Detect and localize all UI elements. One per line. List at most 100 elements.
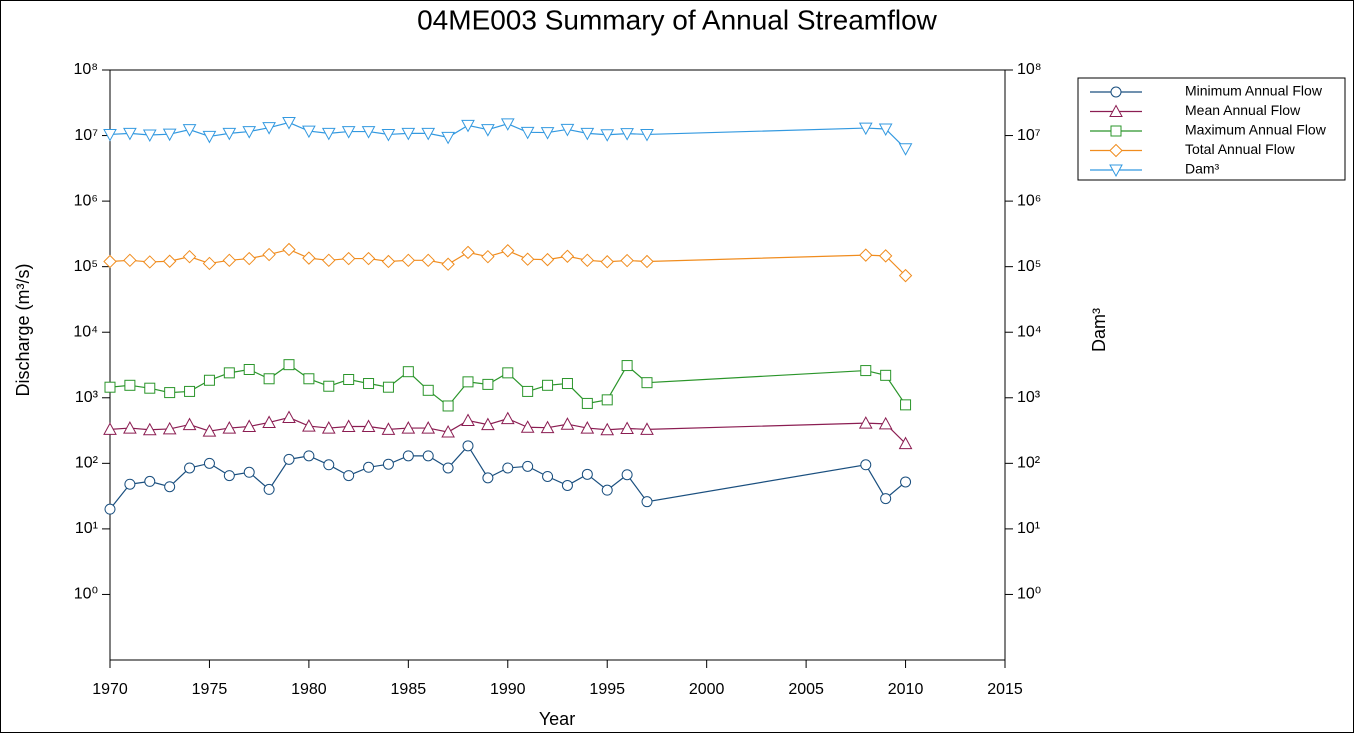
marker (860, 365, 872, 377)
marker (462, 440, 474, 452)
y-tick-label: 10⁵ (74, 258, 98, 275)
chart-title: 04ME003 Summary of Annual Streamflow (417, 4, 938, 35)
marker (561, 479, 573, 491)
marker (123, 253, 137, 268)
marker (143, 255, 157, 269)
marker (1109, 164, 1123, 178)
marker (860, 459, 872, 471)
marker (123, 127, 137, 141)
marker (343, 374, 355, 386)
marker (481, 249, 495, 264)
x-tick-label: 1995 (589, 681, 625, 698)
marker (560, 417, 575, 430)
y2-tick-label: 10¹ (1017, 520, 1040, 537)
marker (341, 419, 356, 432)
marker (242, 251, 256, 266)
x-tick-label: 2015 (987, 681, 1023, 698)
marker (382, 381, 394, 393)
x-tick-label: 2010 (888, 681, 924, 698)
marker (202, 130, 217, 144)
marker (263, 483, 275, 495)
legend-label: Minimum Annual Flow (1185, 83, 1323, 99)
y-tick-label: 10⁸ (73, 61, 98, 78)
marker (481, 124, 495, 137)
marker (223, 470, 235, 482)
marker (900, 476, 912, 488)
marker (858, 416, 873, 429)
marker (144, 382, 156, 394)
marker (580, 253, 595, 268)
marker (520, 420, 535, 433)
marker (501, 244, 515, 258)
marker (262, 247, 276, 262)
marker (184, 462, 196, 474)
marker (858, 122, 873, 136)
marker (421, 421, 436, 434)
y2-tick-label: 10³ (1017, 389, 1041, 406)
marker (461, 245, 475, 260)
marker (500, 411, 515, 425)
marker (402, 450, 414, 462)
marker (164, 481, 176, 493)
marker (601, 394, 613, 406)
marker (182, 124, 197, 137)
marker (321, 421, 336, 434)
marker (302, 125, 316, 139)
marker (282, 117, 296, 130)
x-tick-label: 1990 (490, 681, 526, 698)
marker (363, 461, 375, 473)
marker (421, 127, 436, 141)
marker (580, 421, 595, 434)
x-tick-label: 1975 (192, 681, 228, 698)
y2-tick-label: 10⁶ (1017, 192, 1041, 209)
marker (222, 421, 237, 434)
marker (878, 123, 893, 137)
marker (103, 254, 117, 269)
marker (520, 126, 535, 140)
marker (164, 387, 176, 399)
marker (162, 128, 177, 142)
marker (222, 127, 237, 141)
marker (880, 369, 892, 381)
marker (421, 253, 435, 268)
y-tick-label: 10⁶ (74, 192, 98, 209)
y-tick-label: 10³ (75, 389, 99, 406)
marker (641, 496, 653, 508)
marker (401, 253, 416, 268)
marker (461, 413, 475, 427)
x-tick-label: 2000 (689, 681, 725, 698)
marker (1109, 143, 1123, 158)
y-tick-label: 10² (75, 455, 99, 472)
marker (1109, 104, 1123, 117)
marker (522, 460, 534, 472)
x-tick-label: 1985 (391, 681, 427, 698)
marker (242, 419, 257, 432)
marker (263, 373, 275, 385)
marker (361, 419, 376, 432)
marker (243, 466, 255, 478)
marker (123, 421, 137, 434)
marker (561, 378, 573, 390)
marker (600, 129, 615, 142)
marker (103, 128, 117, 142)
marker (184, 385, 196, 397)
marker (381, 128, 396, 142)
marker (381, 254, 396, 269)
marker (500, 118, 515, 131)
marker (283, 453, 295, 465)
marker (880, 493, 892, 505)
marker (203, 457, 215, 469)
marker (620, 421, 634, 434)
y2-axis-title: Dam³ (1089, 308, 1109, 352)
marker (522, 385, 534, 397)
marker (898, 143, 913, 156)
marker (282, 410, 296, 424)
x-tick-label: 2005 (788, 681, 824, 698)
marker (600, 422, 615, 436)
marker (142, 422, 157, 436)
marker (640, 422, 654, 435)
marker (621, 469, 633, 481)
marker (898, 268, 913, 283)
marker (361, 251, 376, 266)
marker (203, 374, 215, 386)
